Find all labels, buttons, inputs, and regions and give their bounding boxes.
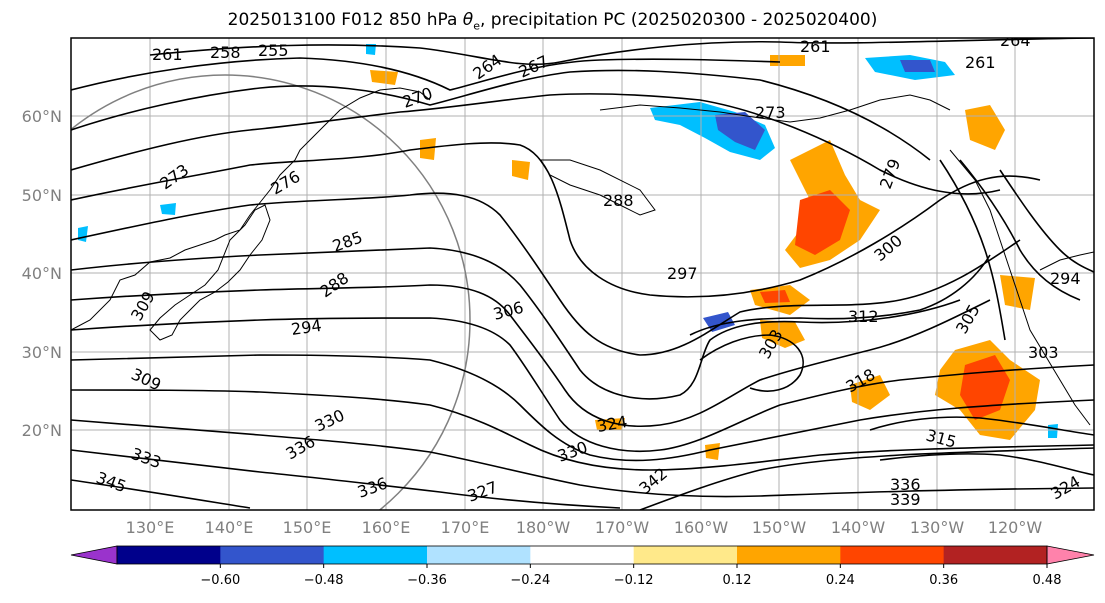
precip-area	[595, 418, 625, 430]
lat-label: 50°N	[22, 186, 62, 205]
lat-label: 40°N	[22, 264, 62, 283]
lon-label: 130°E	[126, 518, 175, 537]
contour-labels: 261 258 255 264 267 261 264 261 270 273 …	[94, 31, 1084, 509]
lon-label: 150°E	[283, 518, 332, 537]
precip-area	[512, 160, 530, 180]
contour-label: 339	[890, 490, 921, 509]
lat-label: 30°N	[22, 343, 62, 362]
contour-label: 258	[210, 43, 241, 62]
contour-label: 261	[152, 45, 183, 64]
graticule	[71, 38, 1094, 510]
contour-label: 297	[667, 264, 698, 283]
precip-area	[366, 44, 376, 55]
colorbar-tick-label: 0.24	[826, 573, 855, 588]
precip-area	[705, 443, 720, 460]
lon-label: 130°W	[910, 518, 965, 537]
colorbar-segment	[117, 546, 221, 564]
lon-label: 140°W	[831, 518, 886, 537]
plot-title: 2025013100 F012 850 hPa θe, precipitatio…	[227, 10, 878, 33]
precip-area	[900, 60, 935, 72]
precip-area	[850, 375, 890, 410]
colorbar-tick-label: 0.48	[1033, 573, 1062, 588]
precip-area	[795, 190, 850, 255]
longitude-labels: 130°E 140°E 150°E 160°E 170°E 180°W 170°…	[126, 518, 1043, 537]
contour-label: 303	[1028, 343, 1059, 362]
lat-label: 60°N	[22, 107, 62, 126]
contour-label: 255	[258, 41, 289, 60]
lon-label: 170°E	[441, 518, 490, 537]
colorbar-tick-label: −0.60	[200, 573, 240, 588]
lon-label: 150°W	[752, 518, 807, 537]
precip-area	[370, 70, 398, 85]
colorbar-tick-label: −0.48	[304, 573, 344, 588]
colorbar-tick-label: −0.36	[407, 573, 447, 588]
colorbar: −0.60 −0.48 −0.36 −0.24 −0.12 0.12 0.24 0.36 0.4…	[70, 545, 1095, 588]
precip-area	[715, 112, 765, 150]
precip-area	[1048, 424, 1058, 438]
map-panel: 261 258 255 264 267 261 264 261 270 273 …	[71, 31, 1094, 510]
map-border	[70, 37, 1095, 511]
precip-area	[760, 290, 790, 303]
colorbar-tick-label: −0.12	[614, 573, 654, 588]
theta-symbol: θ	[462, 10, 474, 30]
lon-label: 160°W	[674, 518, 729, 537]
contour-label: 294	[1050, 269, 1081, 288]
lon-label: 160°E	[362, 518, 411, 537]
colorbar-segment	[220, 546, 325, 564]
colorbar-tick-label: 0.36	[929, 573, 958, 588]
contour-label: 312	[848, 307, 879, 326]
contour-label: 273	[755, 103, 786, 122]
lon-label: 180°W	[516, 518, 571, 537]
colorbar-tick-label: −0.24	[510, 573, 550, 588]
colorbar-segment	[530, 546, 635, 564]
latitude-labels: 60°N 50°N 40°N 30°N 20°N	[22, 107, 62, 440]
contour-label: 336	[890, 475, 921, 494]
contour-label: 294	[290, 316, 323, 339]
colorbar-tick-label: 0.12	[723, 573, 752, 588]
lon-label: 120°W	[988, 518, 1043, 537]
coastlines	[71, 87, 1094, 426]
lat-label: 20°N	[22, 421, 62, 440]
colorbar-segment	[633, 546, 738, 564]
colorbar-outline	[116, 545, 1048, 565]
grey-range-circle	[71, 74, 471, 510]
contour-label: 261	[965, 53, 996, 72]
precip-area	[760, 320, 805, 348]
colorbar-segment	[840, 546, 945, 564]
colorbar-extend-high	[1046, 545, 1095, 565]
colorbar-segment	[323, 546, 428, 564]
colorbar-segment	[427, 546, 531, 564]
colorbar-segment	[737, 546, 841, 564]
contour-label: 261	[800, 37, 831, 56]
contour-label: 288	[603, 191, 634, 210]
precip-area	[770, 55, 805, 66]
precip-area	[160, 203, 176, 215]
theta-e-contours	[71, 38, 1094, 510]
colorbar-segment	[943, 546, 1048, 564]
colorbar-extend-low	[70, 545, 118, 565]
lon-label: 170°W	[595, 518, 650, 537]
contour-label: 264	[1000, 31, 1031, 50]
precip-area	[420, 138, 436, 160]
lon-label: 140°E	[205, 518, 254, 537]
